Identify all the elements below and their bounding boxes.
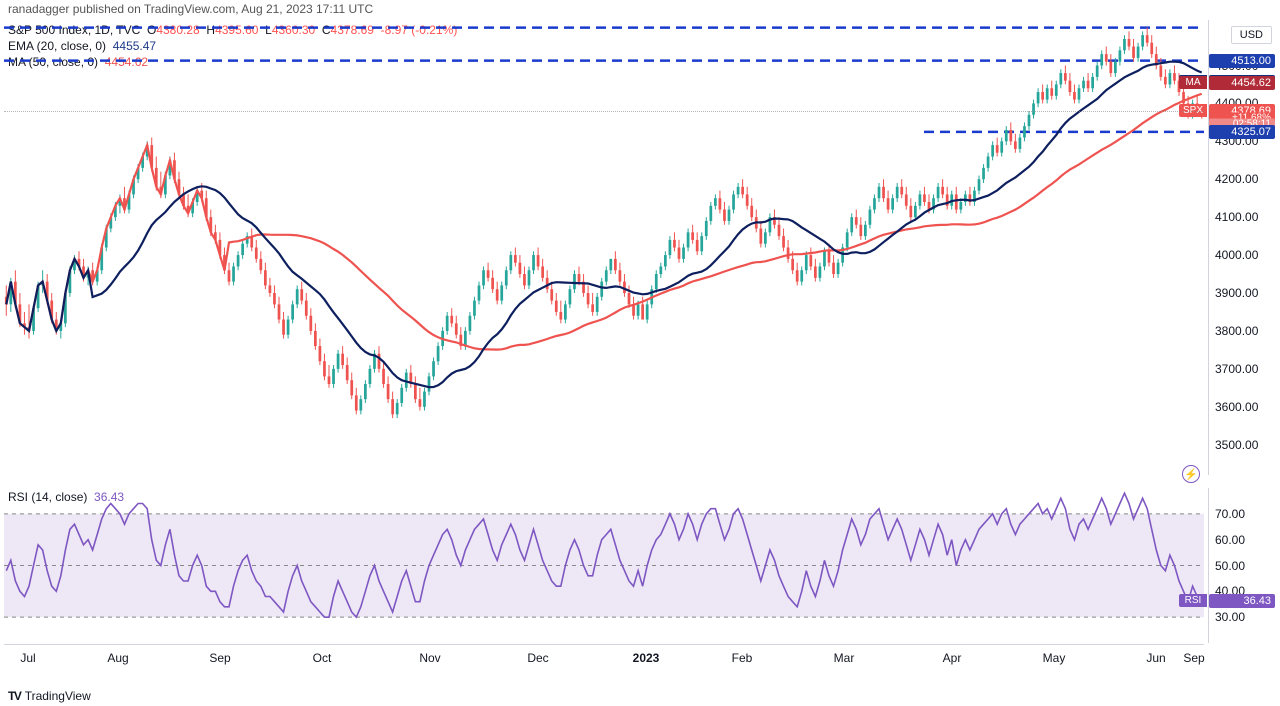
xtick: Apr bbox=[943, 651, 962, 665]
price-chart[interactable] bbox=[4, 20, 1204, 475]
rsi-tick: 30.00 bbox=[1215, 610, 1245, 624]
xtick: Sep bbox=[1183, 651, 1204, 665]
rsi-axis: 30.0040.0050.0060.0070.0036.43RSI bbox=[1208, 488, 1276, 643]
ytick: 3600.00 bbox=[1215, 400, 1258, 414]
xtick: 2023 bbox=[633, 651, 660, 665]
time-axis: Jul Aug Sep Oct Nov Dec 2023 Feb Mar Apr May Jun Sep bbox=[4, 644, 1204, 674]
ytick: 3700.00 bbox=[1215, 362, 1258, 376]
xtick: Feb bbox=[732, 651, 753, 665]
price-tag: 4513.00 bbox=[1209, 54, 1275, 68]
xtick: Nov bbox=[419, 651, 440, 665]
xtick: Oct bbox=[313, 651, 332, 665]
xtick: Dec bbox=[527, 651, 548, 665]
xtick: Aug bbox=[107, 651, 128, 665]
xtick: May bbox=[1043, 651, 1066, 665]
ytick: 3800.00 bbox=[1215, 324, 1258, 338]
price-axis: 3500.00 3600.00 3700.00 3800.00 3900.00 4000.… bbox=[1208, 20, 1276, 475]
xtick: Jul bbox=[20, 651, 35, 665]
xtick: Mar bbox=[834, 651, 855, 665]
ytick: 3500.00 bbox=[1215, 438, 1258, 452]
xtick: Jun bbox=[1146, 651, 1165, 665]
rsi-value-tag: 36.43RSI bbox=[1209, 594, 1275, 608]
ytick: 4200.00 bbox=[1215, 172, 1258, 186]
last-price-line bbox=[4, 111, 1204, 112]
ytick: 4000.00 bbox=[1215, 248, 1258, 262]
publish-info: ranadagger published on TradingView.com,… bbox=[8, 2, 373, 16]
flash-icon[interactable]: ⚡ bbox=[1182, 465, 1200, 483]
ytick: 3900.00 bbox=[1215, 286, 1258, 300]
rsi-tick: 70.00 bbox=[1215, 507, 1245, 521]
tradingview-watermark: TV TradingView bbox=[8, 689, 91, 703]
ytick: 4100.00 bbox=[1215, 210, 1258, 224]
price-tag: 4325.07 bbox=[1209, 125, 1275, 139]
xtick: Sep bbox=[209, 651, 230, 665]
rsi-chart[interactable] bbox=[4, 488, 1204, 643]
price-tag: 4454.62MA bbox=[1209, 76, 1275, 90]
rsi-tick: 50.00 bbox=[1215, 559, 1245, 573]
rsi-tick: 60.00 bbox=[1215, 533, 1245, 547]
